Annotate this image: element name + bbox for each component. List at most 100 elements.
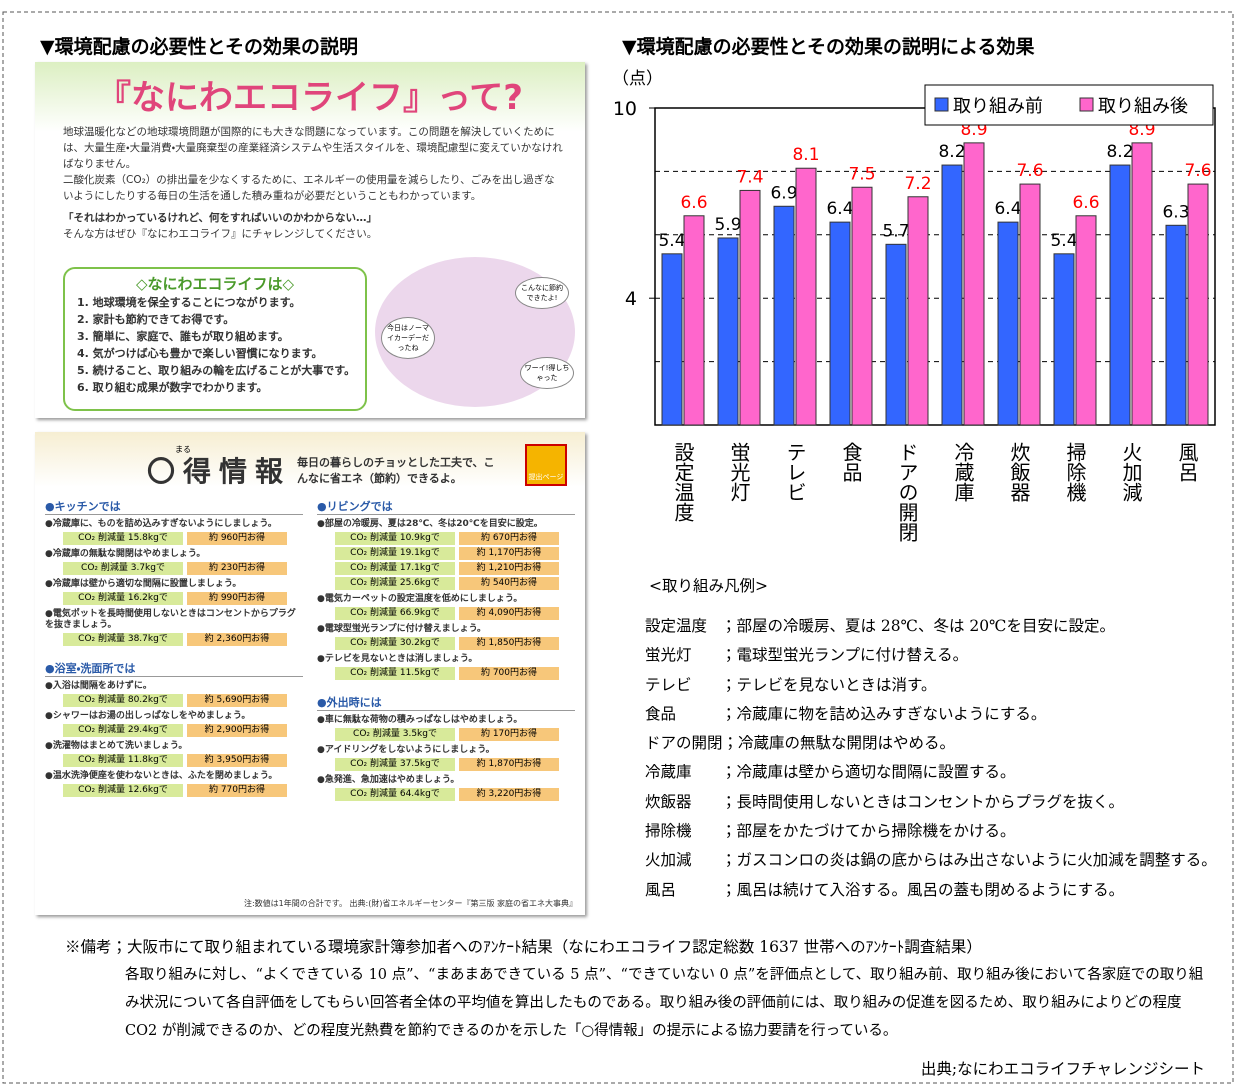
co2-cell: CO₂ 削減量 80.2kgで: [63, 694, 183, 707]
value-label: 8.2: [1106, 142, 1133, 162]
note-desc: ；ガスコンロの炎は鍋の底からはみ出さないように火加減を調整する。: [721, 851, 1217, 869]
note-desc: ；テレビを見ないときは消す。: [721, 676, 936, 694]
bar: [1110, 165, 1130, 425]
yen-cell: 約 700円お得: [459, 667, 559, 680]
x-tick-label: 冷蔵庫: [951, 442, 975, 502]
intro-panel: 『なにわエコライフ』って? 地球温暖化などの地球環境問題が国際的にも大きな問題に…: [35, 62, 585, 418]
note-row: 冷蔵庫；冷蔵庫は壁から適切な間隔に設置する。: [645, 760, 1225, 789]
co2-cell: CO₂ 削減量 11.8kgで: [63, 754, 183, 767]
note-row: 食品；冷蔵庫に物を詰め込みすぎないようにする。: [645, 702, 1225, 731]
tip: ●冷蔵庫は壁から適切な間隔に設置しましょう。: [45, 579, 303, 590]
note-term: 設定温度: [645, 614, 721, 636]
co2-cell: CO₂ 削減量 30.2kgで: [335, 637, 455, 650]
paragraph: 地球温暖化などの地球環境問題が国際的にも大きな問題になっています。この問題を解決…: [63, 124, 563, 172]
value-label: 5.9: [714, 215, 741, 235]
section-heading: ●外出時には: [317, 694, 575, 711]
remarks: ※備考；大阪市にて取り組まれている環境家計簿参加者へのｱﾝｹｰﾄ結果（なにわエコ…: [65, 933, 1215, 1045]
legend-swatch: [935, 98, 948, 111]
bar: [1020, 184, 1040, 425]
x-tick-label: 蛍光灯: [727, 442, 751, 502]
note-desc: ；部屋をかたづけてから掃除機をかける。: [721, 822, 1016, 840]
note-desc: ；部屋の冷暖房、夏は 28℃、冬は 20℃を目安に設定。: [721, 617, 1115, 635]
note-row: 火加減；ガスコンロの炎は鍋の底からはみ出さないように火加減を調整する。: [645, 848, 1225, 877]
bar: [830, 222, 850, 425]
bar: [662, 254, 682, 425]
section-heading: ●キッチンでは: [45, 498, 303, 515]
note-term: 蛍光灯: [645, 643, 721, 665]
tip: ●シャワーはお湯の出しっぱなしをやめましょう。: [45, 711, 303, 722]
note-desc: ；風呂は続けて入浴する。風呂の蓋も閉めるようにする。: [721, 881, 1124, 899]
value-label: 7.6: [1184, 161, 1211, 181]
note-row: 蛍光灯；電球型蛍光ランプに付け替える。: [645, 643, 1225, 672]
yen-cell: 約 990円お得: [187, 592, 287, 605]
yen-cell: 約 3,220円お得: [459, 788, 559, 801]
note-term: 風呂: [645, 878, 721, 900]
bar: [852, 187, 872, 425]
yen-cell: 約 230円お得: [187, 562, 287, 575]
saving-row: CO₂ 削減量 3.5kgで約 170円お得: [335, 728, 575, 741]
legend-swatch: [1080, 98, 1093, 111]
note-desc: ；冷蔵庫に物を詰め込みすぎないようにする。: [721, 705, 1046, 723]
yen-cell: 約 170円お得: [459, 728, 559, 741]
saving-row: CO₂ 削減量 25.6kgで約 540円お得: [335, 577, 575, 590]
remarks-lead: ※備考；大阪市にて取り組まれている環境家計簿参加者へのｱﾝｹｰﾄ結果（なにわエコ…: [65, 933, 1215, 961]
speech-bubble: 今日はノーマイカーデーだったね: [381, 317, 435, 359]
note-row: ドアの開閉；冷蔵庫の無駄な開閉はやめる。: [645, 731, 1225, 760]
paragraph: そんな方はぜひ『なにわエコライフ』にチャレンジしてください。: [63, 226, 563, 242]
co2-cell: CO₂ 削減量 11.5kgで: [335, 667, 455, 680]
yen-cell: 約 540円お得: [459, 577, 559, 590]
note-desc: ；長時間使用しないときはコンセントからプラグを抜く。: [721, 793, 1124, 811]
point: 5. 続けること、取り組みの輪を広げることが大事です。: [77, 362, 365, 379]
co2-cell: CO₂ 削減量 64.4kgで: [335, 788, 455, 801]
note-desc: ；冷蔵庫は壁から適切な間隔に設置する。: [721, 763, 1016, 781]
yen-cell: 約 1,850円お得: [459, 637, 559, 650]
yen-cell: 約 3,950円お得: [187, 754, 287, 767]
co2-cell: CO₂ 削減量 19.1kgで: [335, 547, 455, 560]
yen-cell: 約 5,690円お得: [187, 694, 287, 707]
note-row: 設定温度；部屋の冷暖房、夏は 28℃、冬は 20℃を目安に設定。: [645, 614, 1225, 643]
saving-row: CO₂ 削減量 11.5kgで約 700円お得: [335, 667, 575, 680]
saving-row: CO₂ 削減量 38.7kgで約 2,360円お得: [63, 633, 303, 646]
info-title: 〇得情報: [147, 450, 291, 490]
tip: ●冷蔵庫に、ものを詰め込みすぎないようにしましょう。: [45, 519, 303, 530]
info-panel: まる 〇得情報 毎日の暮らしのチョッとした工夫で、こんなに省エネ（節約）できるよ…: [35, 432, 585, 915]
badge: 提出ページ: [525, 444, 567, 486]
note-term: ドアの開閉: [645, 731, 723, 753]
saving-row: CO₂ 削減量 66.9kgで約 4,090円お得: [335, 607, 575, 620]
speech-bubble: ワーイ!得しちゃった: [520, 357, 574, 389]
info-column: ●リビングでは●部屋の冷暖房、夏は28℃、冬は20℃を目安に設定。CO₂ 削減量…: [317, 494, 575, 801]
point: 2. 家計も節約できてお得です。: [77, 311, 365, 328]
box-title: ◇なにわエコライフは◇: [65, 273, 365, 294]
quote: 「それはわかっているけれど、何をすればいいのかわからない…」: [63, 210, 563, 226]
yen-cell: 約 670円お得: [459, 532, 559, 545]
tip: ●洗濯物はまとめて洗いましょう。: [45, 741, 303, 752]
saving-row: CO₂ 削減量 10.9kgで約 670円お得: [335, 532, 575, 545]
note-term: 食品: [645, 702, 721, 724]
yen-cell: 約 2,360円お得: [187, 633, 287, 646]
note-row: テレビ；テレビを見ないときは消す。: [645, 673, 1225, 702]
tip: ●急発進、急加速はやめましょう。: [317, 775, 575, 786]
value-label: 8.2: [938, 142, 965, 162]
tip: ●入浴は間隔をあけずに。: [45, 681, 303, 692]
info-note: 注:数値は1年間の合計です。 出典:(財)省エネルギーセンター『第三版 家庭の省…: [244, 898, 577, 909]
y-tick-label: 10: [613, 98, 637, 120]
bar: [1166, 225, 1186, 425]
value-label: 7.6: [1016, 161, 1043, 181]
bar: [718, 238, 738, 425]
legend-label: 取り組み前: [953, 96, 1043, 117]
intro-title: 『なにわエコライフ』って?: [35, 70, 585, 119]
bar: [796, 168, 816, 425]
x-tick-label: 火加減: [1119, 442, 1143, 502]
co2-cell: CO₂ 削減量 16.2kgで: [63, 592, 183, 605]
co2-cell: CO₂ 削減量 25.6kgで: [335, 577, 455, 590]
value-label: 8.1: [792, 145, 819, 165]
co2-cell: CO₂ 削減量 10.9kgで: [335, 532, 455, 545]
co2-cell: CO₂ 削減量 38.7kgで: [63, 633, 183, 646]
yen-cell: 約 1,210円お得: [459, 562, 559, 575]
co2-cell: CO₂ 削減量 3.7kgで: [63, 562, 183, 575]
saving-row: CO₂ 削減量 11.8kgで約 3,950円お得: [63, 754, 303, 767]
co2-cell: CO₂ 削減量 12.6kgで: [63, 784, 183, 797]
value-label: 6.6: [1072, 193, 1099, 213]
bar: [942, 165, 962, 425]
x-tick-label: 掃除機: [1063, 442, 1087, 502]
